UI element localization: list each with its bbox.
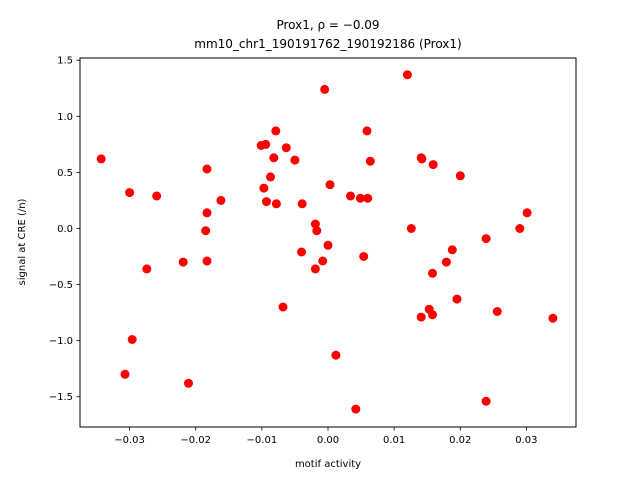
y-tick-label: −1.5 bbox=[49, 392, 73, 403]
y-axis-ticks: −1.5 −1.0 −0.5 0.0 0.5 1.0 1.5 bbox=[49, 56, 80, 403]
data-point bbox=[127, 335, 137, 344]
data-point bbox=[481, 234, 491, 244]
data-point bbox=[351, 404, 361, 414]
data-point bbox=[269, 153, 279, 163]
data-point bbox=[492, 307, 502, 316]
data-point bbox=[416, 312, 426, 322]
x-tick-label: −0.03 bbox=[114, 435, 145, 446]
data-point bbox=[365, 156, 375, 166]
data-point bbox=[362, 126, 372, 136]
y-tick-label: 0.5 bbox=[57, 168, 73, 179]
data-point bbox=[428, 310, 437, 320]
data-point bbox=[262, 197, 271, 207]
data-point bbox=[346, 191, 355, 201]
data-point bbox=[310, 219, 320, 229]
data-point bbox=[202, 256, 212, 266]
x-axis-ticks: −0.03 −0.02 −0.01 0.00 0.01 0.02 0.03 bbox=[114, 427, 538, 446]
data-point bbox=[522, 208, 532, 218]
data-point bbox=[125, 188, 135, 198]
x-tick-label: 0.03 bbox=[515, 435, 537, 446]
data-point bbox=[201, 226, 211, 236]
data-point bbox=[417, 154, 427, 164]
data-point bbox=[178, 257, 188, 267]
data-point bbox=[481, 396, 491, 406]
data-point bbox=[142, 264, 152, 274]
data-point bbox=[259, 183, 269, 193]
data-point bbox=[452, 294, 462, 304]
y-tick-label: 1.5 bbox=[57, 56, 73, 67]
data-point bbox=[278, 302, 288, 312]
x-tick-label: −0.01 bbox=[247, 435, 278, 446]
data-point bbox=[152, 191, 162, 201]
data-point bbox=[363, 193, 373, 203]
chart-title-line-2: mm10_chr1_190191762_190192186 (Prox1) bbox=[194, 37, 461, 51]
data-point bbox=[297, 199, 307, 209]
y-axis-label: signal at CRE (/n) bbox=[17, 198, 28, 285]
y-tick-label: −0.5 bbox=[49, 280, 73, 291]
data-point bbox=[266, 172, 275, 182]
data-point bbox=[297, 247, 306, 257]
data-point bbox=[428, 268, 437, 278]
data-point bbox=[325, 180, 335, 190]
data-point bbox=[455, 171, 465, 181]
data-point bbox=[310, 264, 320, 274]
data-point bbox=[447, 245, 457, 255]
data-point bbox=[271, 199, 281, 209]
data-point bbox=[548, 313, 558, 323]
data-point bbox=[312, 226, 322, 236]
data-point bbox=[359, 252, 369, 261]
x-tick-label: −0.02 bbox=[180, 435, 211, 446]
x-tick-label: 0.00 bbox=[317, 435, 339, 446]
data-points bbox=[96, 70, 558, 414]
data-point bbox=[281, 143, 291, 153]
data-point bbox=[184, 378, 193, 388]
data-point bbox=[290, 155, 300, 165]
y-tick-label: −1.0 bbox=[49, 336, 73, 347]
data-point bbox=[406, 224, 416, 233]
data-point bbox=[120, 369, 130, 379]
x-tick-label: 0.01 bbox=[383, 435, 405, 446]
data-point bbox=[441, 257, 451, 267]
data-point bbox=[355, 193, 365, 203]
data-point bbox=[515, 224, 525, 233]
data-point bbox=[331, 350, 341, 360]
data-point bbox=[318, 256, 328, 266]
y-tick-label: 1.0 bbox=[57, 112, 73, 123]
data-point bbox=[261, 139, 271, 149]
data-point bbox=[428, 160, 438, 170]
data-point bbox=[96, 154, 106, 164]
y-tick-label: 0.0 bbox=[57, 224, 73, 235]
data-point bbox=[402, 70, 412, 80]
data-point bbox=[271, 126, 281, 136]
data-point bbox=[216, 195, 226, 205]
data-point bbox=[202, 208, 212, 218]
data-point bbox=[320, 84, 330, 94]
x-tick-label: 0.02 bbox=[449, 435, 471, 446]
chart-title-line-1: Prox1, ρ = −0.09 bbox=[276, 18, 379, 32]
x-axis-label: motif activity bbox=[295, 459, 361, 470]
data-point bbox=[202, 164, 212, 174]
data-point bbox=[323, 240, 333, 250]
